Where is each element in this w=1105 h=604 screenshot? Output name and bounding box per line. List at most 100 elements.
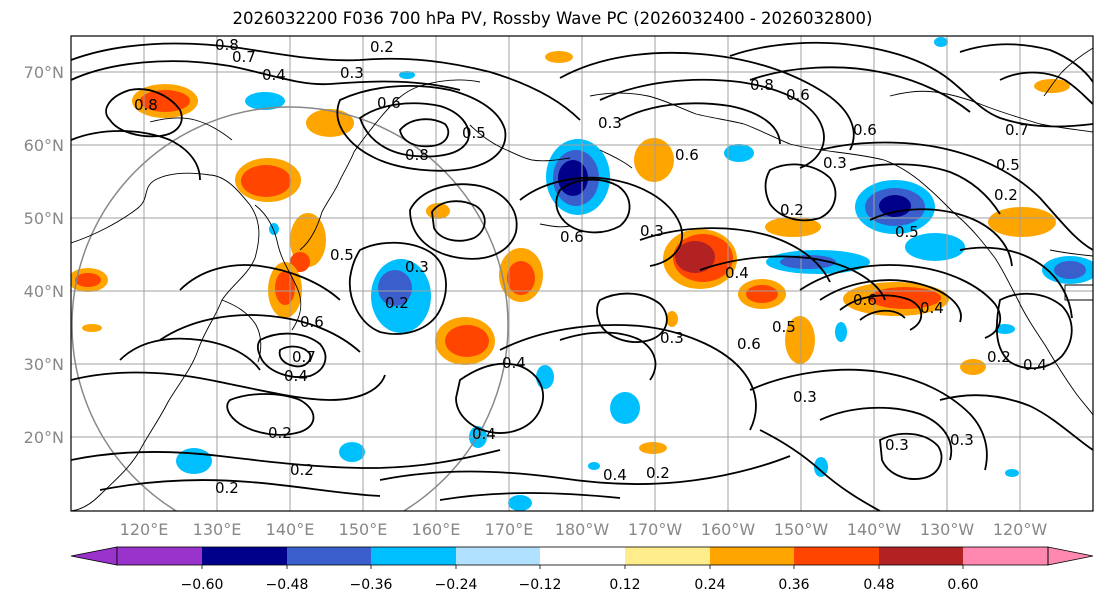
lat-tick-labels: 70°N 60°N 50°N 40°N 30°N 20°N xyxy=(24,63,64,447)
colorbar-swatch xyxy=(202,547,287,565)
colorbar-tick-label: 0.12 xyxy=(609,577,640,593)
colorbar-frame xyxy=(116,546,1049,566)
contour-label: 0.3 xyxy=(340,64,364,82)
coastlines xyxy=(71,47,1093,511)
colorbar-tick-label: −0.60 xyxy=(181,577,224,593)
contour-label: 0.2 xyxy=(780,201,804,219)
contour-label: 0.2 xyxy=(370,38,394,56)
contour-label: 0.4 xyxy=(284,367,308,385)
lat-tick-label: 20°N xyxy=(24,428,64,447)
colorbar-swatch xyxy=(287,547,371,565)
colorbar-swatch xyxy=(540,547,625,565)
contour-label: 0.3 xyxy=(598,114,622,132)
contour-label: 0.2 xyxy=(646,464,670,482)
colorbar-tick-label: 0.60 xyxy=(947,577,978,593)
colorbar-low-extend xyxy=(70,546,118,566)
lon-tick-label: 160°E xyxy=(412,520,461,539)
contour-label: 0.3 xyxy=(950,431,974,449)
lon-tick-label: 150°E xyxy=(339,520,388,539)
colorbar-tick-label: −0.24 xyxy=(435,577,478,593)
colorbar-swatch xyxy=(963,547,1048,565)
contour-label: 0.6 xyxy=(675,146,699,164)
colorbar: −0.60 −0.48 −0.36 −0.24 −0.12 0.12 0.24 … xyxy=(70,546,1094,593)
contour-label: 0.6 xyxy=(786,86,810,104)
contour-label: 0.3 xyxy=(793,388,817,406)
contour-label: 0.6 xyxy=(737,335,761,353)
contour-label: 0.5 xyxy=(462,124,486,142)
lon-tick-label: 160°W xyxy=(701,520,756,539)
contour-label: 0.4 xyxy=(472,425,496,443)
colorbar-swatch xyxy=(710,547,794,565)
contour-label: 0.8 xyxy=(405,146,429,164)
lat-tick-label: 30°N xyxy=(24,355,64,374)
contour-label: 0.2 xyxy=(385,294,409,312)
lon-tick-label: 170°W xyxy=(628,520,683,539)
contour-label: 0.8 xyxy=(134,96,158,114)
contour-label: 0.6 xyxy=(560,228,584,246)
contour-label: 0.4 xyxy=(262,66,286,84)
contour-label: 0.4 xyxy=(1023,356,1047,374)
contour-label: 0.2 xyxy=(994,186,1018,204)
lat-tick-label: 60°N xyxy=(24,136,64,155)
contour-label: 0.6 xyxy=(853,291,877,309)
lon-tick-label: 130°W xyxy=(920,520,975,539)
lon-tick-label: 120°W xyxy=(993,520,1048,539)
colorbar-tick-label: −0.36 xyxy=(350,577,393,593)
colorbar-swatch xyxy=(879,547,963,565)
lon-tick-label: 170°E xyxy=(485,520,534,539)
contour-label: 0.4 xyxy=(603,466,627,484)
contour-label: 0.2 xyxy=(987,348,1011,366)
contour-label: 0.2 xyxy=(290,461,314,479)
contour-label: 0.7 xyxy=(1005,121,1029,139)
contour-label-group: 0.8 0.7 0.4 0.3 0.2 0.6 0.8 0.5 0.3 0.8 … xyxy=(134,36,1047,497)
colorbar-tick-label: 0.48 xyxy=(863,577,894,593)
contour-label: 0.2 xyxy=(268,424,292,442)
contour-label: 0.8 xyxy=(750,76,774,94)
contour-label: 0.4 xyxy=(920,299,944,317)
colorbar-swatch xyxy=(794,547,879,565)
contour-label: 0.5 xyxy=(895,223,919,241)
contour-label: 0.6 xyxy=(300,313,324,331)
lon-tick-label: 140°W xyxy=(847,520,902,539)
lon-tick-label: 140°E xyxy=(266,520,315,539)
lon-tick-label: 150°W xyxy=(774,520,829,539)
region-circle xyxy=(71,106,509,511)
contour-label: 0.3 xyxy=(823,154,847,172)
contour-label: 0.4 xyxy=(502,354,526,372)
contour-label: 0.6 xyxy=(853,121,877,139)
contour-label: 0.3 xyxy=(640,222,664,240)
colorbar-high-extend xyxy=(1047,546,1094,566)
anomaly-fills xyxy=(71,37,1093,511)
colorbar-swatch xyxy=(625,547,710,565)
pv-contours xyxy=(71,41,1093,511)
contour-label: 0.3 xyxy=(405,258,429,276)
grid-lines xyxy=(71,36,1093,511)
colorbar-tick-label: −0.48 xyxy=(266,577,309,593)
contour-label: 0.7 xyxy=(292,348,316,366)
colorbar-swatch xyxy=(456,547,540,565)
contour-label: 0.5 xyxy=(996,156,1020,174)
lon-tick-labels: 120°E 130°E 140°E 150°E 160°E 170°E 180°… xyxy=(120,520,1048,539)
lon-tick-label: 180°W xyxy=(555,520,610,539)
contour-label: 0.8 xyxy=(215,36,239,54)
contour-label: 0.3 xyxy=(660,329,684,347)
map-frame xyxy=(70,35,1094,512)
contour-label: 0.2 xyxy=(215,479,239,497)
lat-tick-label: 70°N xyxy=(24,63,64,82)
map-content: 0.8 0.7 0.4 0.3 0.2 0.6 0.8 0.5 0.3 0.8 … xyxy=(71,36,1093,511)
lon-tick-label: 120°E xyxy=(120,520,169,539)
colorbar-tick-label: 0.36 xyxy=(778,577,809,593)
colorbar-swatch xyxy=(117,547,202,565)
lon-tick-label: 130°E xyxy=(193,520,242,539)
contour-label: 0.7 xyxy=(232,48,256,66)
contour-label: 0.4 xyxy=(725,264,749,282)
colorbar-tick-label: 0.24 xyxy=(694,577,725,593)
lat-tick-label: 50°N xyxy=(24,209,64,228)
lat-tick-label: 40°N xyxy=(24,282,64,301)
colorbar-swatch xyxy=(371,547,456,565)
contour-label: 0.5 xyxy=(772,318,796,336)
contour-label: 0.6 xyxy=(377,94,401,112)
colorbar-tick-label: −0.12 xyxy=(519,577,562,593)
contour-label: 0.3 xyxy=(885,436,909,454)
